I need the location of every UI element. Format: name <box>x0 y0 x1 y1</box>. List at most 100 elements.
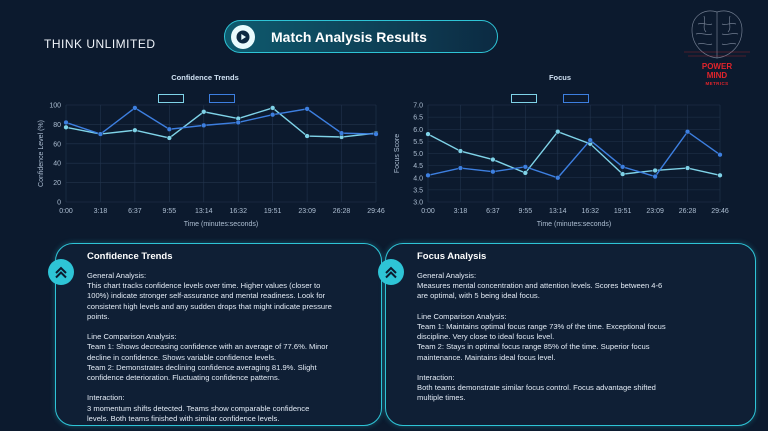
data-point-team2[interactable] <box>652 173 658 180</box>
y-tick-label: 80 <box>53 122 61 129</box>
data-point-team2[interactable] <box>304 106 310 112</box>
x-tick-label: 13:14 <box>549 208 567 215</box>
confidence-legend-team1[interactable] <box>158 94 184 103</box>
play-icon[interactable] <box>231 24 255 49</box>
y-tick-label: 100 <box>49 103 61 110</box>
card-paragraph: General Analysis: This chart tracks confi… <box>87 271 332 322</box>
data-point-team2[interactable] <box>490 169 496 175</box>
y-tick-label: 7.0 <box>413 103 423 110</box>
card-text-line: Line Comparison Analysis: <box>417 311 507 321</box>
y-tick-label: 5.0 <box>413 151 423 158</box>
card-body: General Analysis: Measures mental concent… <box>417 271 666 414</box>
data-point-team2[interactable] <box>373 131 379 137</box>
card-text-line: Both teams demonstrate similar focus con… <box>417 383 656 393</box>
card-text-line: Interaction: <box>87 393 125 403</box>
data-point-team2[interactable] <box>132 105 138 111</box>
data-point-team1[interactable] <box>166 135 172 141</box>
x-tick-label: 3:18 <box>94 208 108 215</box>
card-paragraph: Line Comparison Analysis: Team 1: Shows d… <box>87 332 332 383</box>
data-point-team2[interactable] <box>587 137 593 143</box>
y-tick-label: 4.0 <box>413 175 423 182</box>
x-tick-label: 26:28 <box>333 208 351 215</box>
data-point-team1[interactable] <box>201 109 207 115</box>
x-tick-label: 26:28 <box>679 208 697 215</box>
data-point-team1[interactable] <box>555 129 561 135</box>
data-point-team2[interactable] <box>717 152 723 158</box>
data-point-team2[interactable] <box>166 126 172 132</box>
x-tick-label: 3:18 <box>454 208 468 215</box>
x-tick-label: 29:46 <box>367 208 385 215</box>
card-text-line: confidence deterioration. Fluctuating co… <box>87 373 280 383</box>
x-tick-label: 19:51 <box>264 208 282 215</box>
x-tick-label: 9:55 <box>163 208 177 215</box>
card-text-line: levels. Both teams finished with similar… <box>87 413 280 423</box>
brand-name: THINK UNLIMITED <box>44 37 156 51</box>
data-point-team2[interactable] <box>97 131 104 137</box>
y-tick-label: 5.5 <box>413 139 423 146</box>
data-point-team1[interactable] <box>522 170 528 176</box>
data-point-team2[interactable] <box>684 129 691 135</box>
double-chevron-up-icon <box>378 259 404 285</box>
card-text-line: decline in confidence. Shows variable co… <box>87 352 277 362</box>
data-point-team2[interactable] <box>620 164 626 170</box>
data-point-team1[interactable] <box>490 156 496 163</box>
data-point-team1[interactable] <box>620 171 626 177</box>
confidence-chart: 0 20 40 60 80 100 0:00 3:18 6:37 9:55 13:14 16:32 19… <box>34 100 386 235</box>
confidence-chart-title: Confidence Trends <box>171 73 239 82</box>
card-text-line: General Analysis: <box>87 271 147 280</box>
card-paragraph: Interaction: Both teams demonstrate simil… <box>417 373 666 404</box>
y-tick-label: 20 <box>53 180 61 187</box>
double-chevron-up-icon <box>48 259 74 285</box>
card-text-line: Interaction: <box>417 373 455 382</box>
data-point-team2[interactable] <box>235 119 241 126</box>
series-line-team2 <box>65 107 377 135</box>
data-point-team1[interactable] <box>652 167 658 174</box>
card-text-line: This chart tracks confidence levels over… <box>87 281 321 291</box>
data-point-team2[interactable] <box>425 172 431 178</box>
data-point-team2[interactable] <box>522 164 528 170</box>
data-point-team2[interactable] <box>270 112 276 118</box>
focus-legend-team1[interactable] <box>511 94 537 103</box>
card-text-line: Measures mental concentration and attent… <box>417 281 663 291</box>
data-point-team1[interactable] <box>304 133 310 139</box>
card-text-line: 100%) indicate stronger self-assurance a… <box>87 291 326 301</box>
focus-legend-team2[interactable] <box>563 94 589 103</box>
card-text-line: multiple times. <box>417 393 466 403</box>
card-title: Confidence Trends <box>87 251 173 262</box>
card-text-line: 3 momentum shifts detected. Teams show c… <box>87 403 310 413</box>
data-point-team1[interactable] <box>63 124 69 130</box>
confidence-legend-team2[interactable] <box>209 94 235 103</box>
y-tick-label: 3.5 <box>413 187 423 194</box>
data-point-team1[interactable] <box>270 105 276 111</box>
x-tick-label: 6:37 <box>486 208 500 215</box>
card-text-line: discipline. Very close to ideal focus le… <box>417 332 555 342</box>
data-point-team2[interactable] <box>457 165 464 171</box>
data-point-team2[interactable] <box>338 130 345 136</box>
data-point-team1[interactable] <box>717 172 723 178</box>
logo-text-power: POWER <box>701 62 733 71</box>
x-tick-label: 9:55 <box>519 208 533 215</box>
brain-icon <box>684 10 750 59</box>
data-point-team1[interactable] <box>425 131 431 137</box>
x-axis-label: Time (minutes:seconds) <box>537 221 611 228</box>
series-line-team1 <box>65 107 377 139</box>
data-point-team2[interactable] <box>555 175 561 181</box>
card-text-line: points. <box>87 311 110 321</box>
x-tick-label: 29:46 <box>711 208 729 215</box>
data-point-team1[interactable] <box>684 165 691 171</box>
x-tick-label: 23:09 <box>646 208 664 215</box>
card-text-line: maintenance. Maintains ideal focus level… <box>417 352 556 362</box>
logo-text-mind: MIND <box>706 71 728 80</box>
focus-chart-title: Focus <box>548 73 572 82</box>
logo-text-metrics: METRICS <box>705 81 729 86</box>
x-tick-label: 19:51 <box>614 208 632 215</box>
card-paragraph: Interaction: 3 momentum shifts detected. … <box>87 393 332 424</box>
data-point-team1[interactable] <box>457 148 464 154</box>
x-tick-label: 23:09 <box>298 208 316 215</box>
data-point-team1[interactable] <box>132 127 138 133</box>
data-point-team2[interactable] <box>63 119 69 126</box>
y-tick-label: 6.0 <box>413 127 423 134</box>
x-tick-label: 16:32 <box>581 208 599 215</box>
series-line-team2 <box>427 130 721 179</box>
data-point-team2[interactable] <box>201 122 207 129</box>
